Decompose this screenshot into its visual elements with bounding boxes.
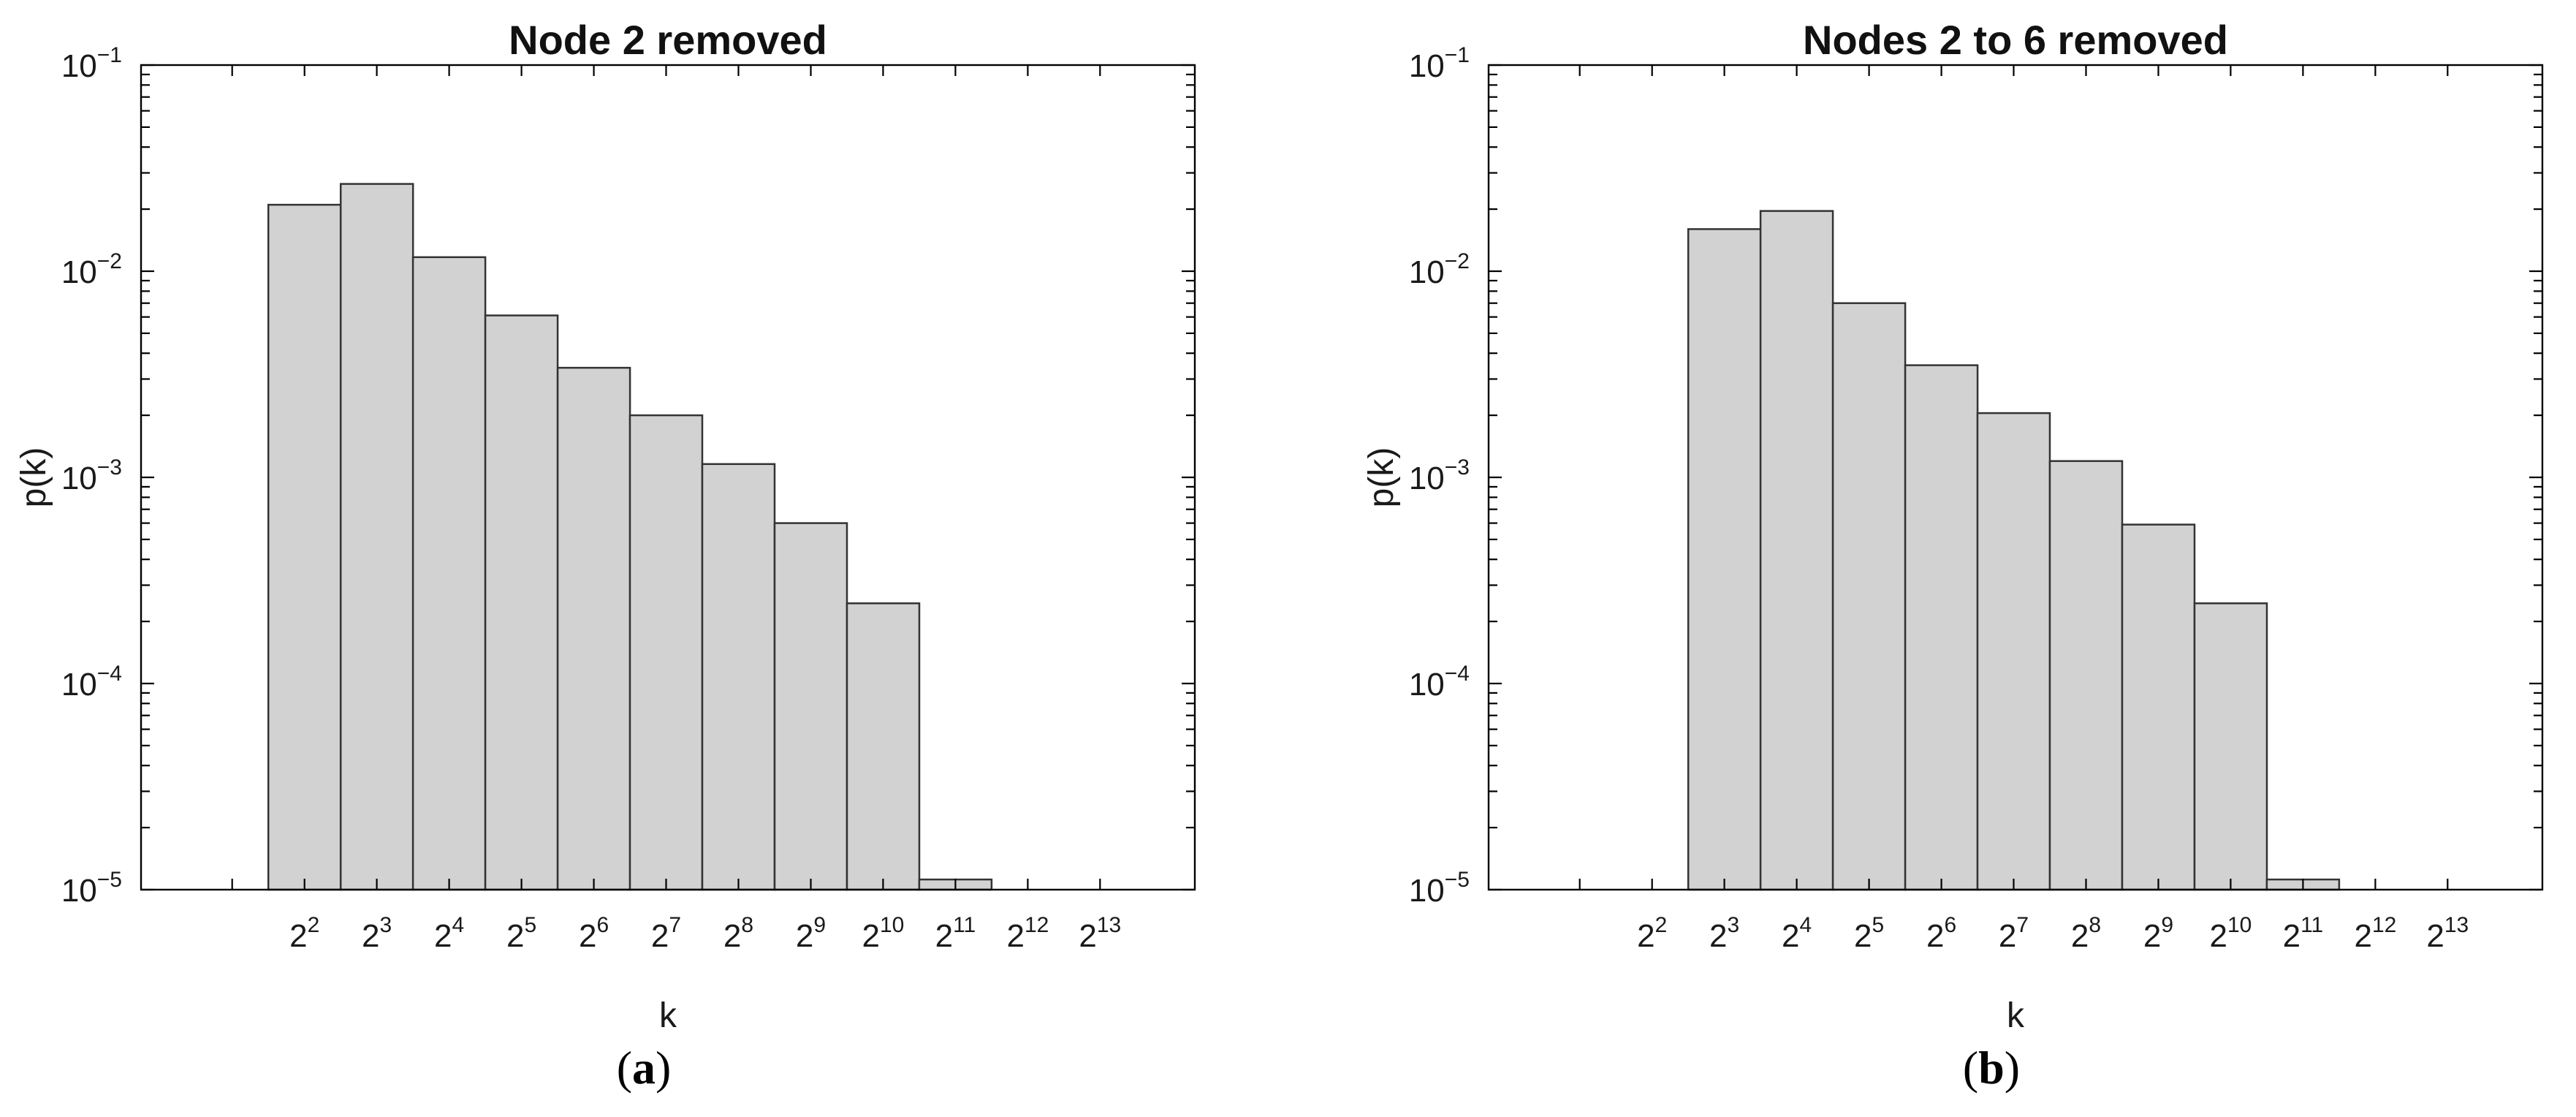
x-tick-label: 28	[2071, 913, 2101, 954]
bar-2e4	[411, 256, 487, 891]
bar-2e4	[1759, 210, 1834, 891]
y-tick-label: 10−2	[61, 249, 122, 290]
x-tick-label: 22	[289, 913, 319, 954]
x-tick-label: 213	[2426, 913, 2469, 954]
bar-2e9	[2121, 523, 2196, 891]
caption-close-paren: )	[656, 1042, 672, 1094]
x-tick-label: 213	[1079, 913, 1121, 954]
caption-letter: b	[1978, 1042, 2005, 1094]
bar-2e10	[846, 602, 921, 891]
x-tick-label: 25	[506, 913, 536, 954]
x-tick-label: 25	[1854, 913, 1884, 954]
y-tick-label: 10−4	[1409, 662, 1470, 703]
y-tick-label: 10−3	[1409, 455, 1470, 496]
panel-b-caption: (b)	[1963, 1041, 2020, 1095]
x-tick-label: 210	[862, 913, 904, 954]
x-tick-label: 212	[2354, 913, 2396, 954]
panel-a-title: Node 2 removed	[509, 17, 827, 63]
x-tick-label: 23	[362, 913, 392, 954]
x-tick-label: 210	[2209, 913, 2252, 954]
x-tick-label: 212	[1006, 913, 1049, 954]
x-tick-label: 22	[1637, 913, 1667, 954]
bar-2e5	[484, 314, 559, 891]
x-tick-label: 26	[1926, 913, 1956, 954]
bar-2e10	[2193, 602, 2268, 891]
caption-open-paren: (	[616, 1042, 632, 1094]
bar-2e5	[1831, 302, 1907, 891]
x-tick-label: 24	[434, 913, 464, 954]
x-tick-label: 29	[796, 913, 826, 954]
bar-2e9	[773, 522, 848, 891]
caption-letter: a	[632, 1042, 656, 1094]
x-axis-label: k	[2007, 996, 2025, 1035]
caption-open-paren: (	[1962, 1042, 1979, 1094]
bar-2e8	[2048, 460, 2124, 891]
bar-2e7	[628, 414, 704, 891]
bars	[1687, 210, 2341, 891]
axis-ticks	[141, 64, 1195, 891]
x-tick-label: 29	[2143, 913, 2173, 954]
y-tick-label: 10−1	[1409, 43, 1470, 84]
x-tick-label: 27	[651, 913, 681, 954]
y-tick-label: 10−5	[1409, 868, 1470, 909]
bars	[267, 183, 993, 891]
y-tick-label: 10−1	[61, 43, 122, 84]
bar-2e3	[1687, 228, 1762, 891]
x-tick-label: 27	[1999, 913, 2029, 954]
bar-2e3	[339, 183, 414, 891]
y-tick-label: 10−3	[61, 455, 122, 496]
y-tick-label: 10−4	[61, 662, 122, 703]
bar-2e8	[701, 463, 776, 891]
x-axis-label: k	[659, 996, 677, 1035]
panel-b-title: Nodes 2 to 6 removed	[1803, 17, 2228, 63]
histogram-panel-b: 22 23 24 25 26 27 28 29 210 211 212 213 10−1 10−2 10−3…	[1362, 43, 2544, 1035]
bar-2e6	[1904, 364, 1979, 891]
x-tick-label: 24	[1782, 913, 1812, 954]
x-tick-label: 23	[1709, 913, 1739, 954]
bar-2e2	[267, 203, 342, 891]
y-axis-label: p(k)	[1362, 447, 1401, 508]
y-tick-label: 10−2	[1409, 249, 1470, 290]
y-tick-label: 10−5	[61, 868, 122, 909]
x-tick-label: 28	[723, 913, 753, 954]
panel-a-caption: (a)	[617, 1041, 672, 1095]
x-tick-label: 211	[2283, 913, 2324, 954]
bar-2e7	[1976, 412, 2051, 891]
histogram-panel-a: 22 23 24 25 26 27 28 29 210 211 212 213 10−1 10−2 10−3…	[15, 43, 1196, 1035]
x-tick-label: 26	[579, 913, 609, 954]
axis-ticks	[1489, 64, 2542, 891]
caption-close-paren: )	[2004, 1042, 2021, 1094]
bar-2e6	[556, 366, 631, 891]
x-tick-label: 211	[935, 913, 976, 954]
y-axis-label: p(k)	[15, 447, 53, 508]
